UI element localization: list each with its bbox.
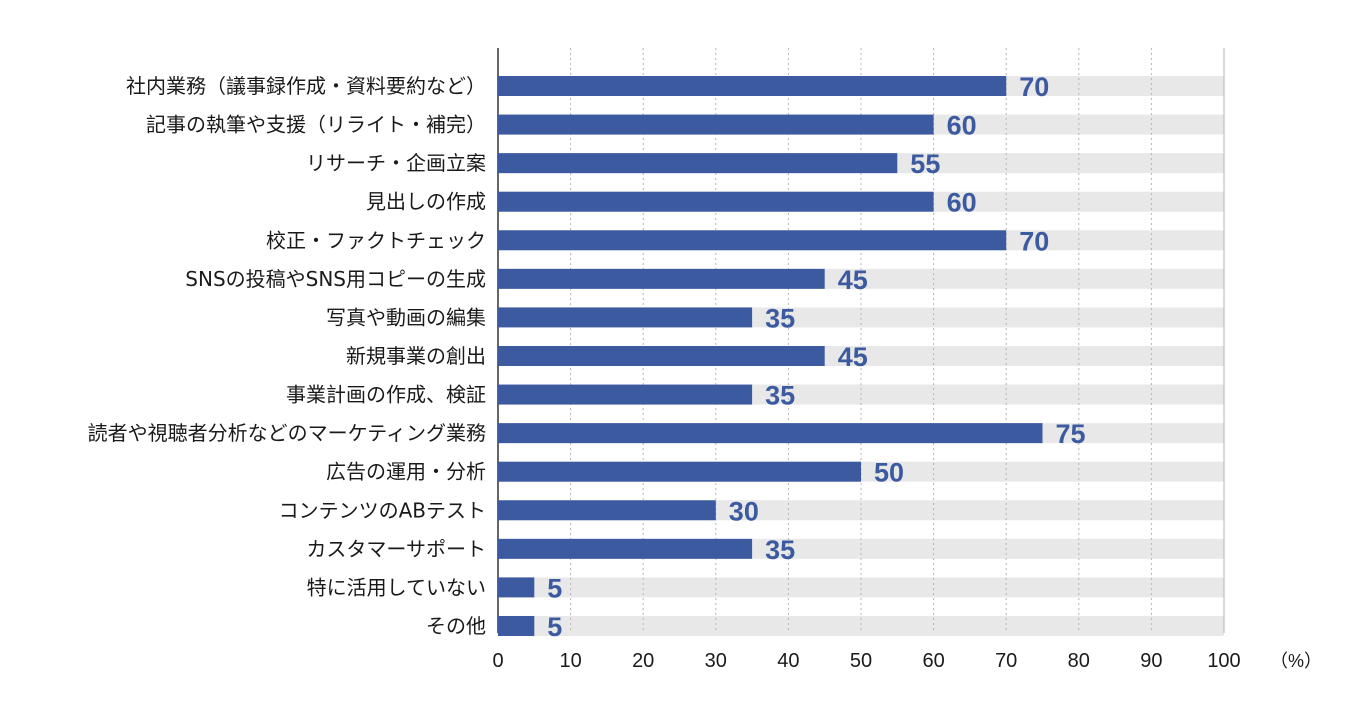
category-label: 社内業務（議事録作成・資料要約など） [126,74,486,98]
x-tick-label: 100 [1207,650,1240,672]
bar [498,577,535,598]
category-label: 校正・ファクトチェック [266,228,486,252]
bar [498,230,1007,251]
bar [498,500,716,521]
x-tick-labels: 0 10 20 30 40 50 60 70 80 90 100 [492,650,1240,672]
data-label: 5 [547,573,562,603]
bar [498,384,753,405]
x-tick-label: 20 [632,650,654,672]
x-tick-label: 90 [1140,650,1162,672]
data-label: 45 [838,265,868,295]
track-bar [498,577,1224,598]
data-label: 55 [910,149,940,179]
category-labels: 社内業務（議事録作成・資料要約など） 記事の執筆や支援（リライト・補完） リサーチ・… [88,74,486,638]
bar [498,191,934,212]
data-label: 35 [765,303,795,333]
gridlines [497,48,1225,633]
x-tick-label: 80 [1068,650,1090,672]
bar [498,153,898,174]
x-tick-label: 70 [995,650,1017,672]
category-label: 記事の執筆や支援（リライト・補完） [146,113,486,137]
category-label: 読者や視聴者分析などのマーケティング業務 [88,421,486,445]
bar-group [498,76,1043,636]
category-label: 新規事業の創出 [346,344,486,368]
category-label: 特に活用していない [307,575,486,599]
bar [498,538,753,559]
data-label: 35 [765,535,795,565]
x-unit-label: （%） [1270,651,1322,671]
x-tick-label: 60 [922,650,944,672]
category-label: コンテンツのABテスト [279,498,486,522]
x-tick-label: 50 [850,650,872,672]
category-label: SNSの投稿やSNS用コピーの生成 [185,267,486,291]
data-label: 60 [947,111,977,141]
data-label: 75 [1056,419,1086,449]
category-label: 広告の運用・分析 [326,460,486,484]
bar [498,345,825,366]
category-label: その他 [426,614,486,638]
data-label: 30 [729,496,759,526]
data-label: 35 [765,381,795,411]
x-tick-label: 30 [705,650,727,672]
category-label: 見出しの作成 [366,190,486,214]
track-bar [498,615,1224,636]
category-label: カスタマーサポート [306,537,486,561]
data-label: 70 [1019,226,1049,256]
bar [498,423,1043,444]
bar [498,114,934,135]
x-tick-label: 0 [492,650,503,672]
bar [498,615,535,636]
x-tick-label: 10 [559,650,581,672]
data-label: 70 [1019,72,1049,102]
data-label: 60 [947,188,977,218]
bar [498,268,825,289]
data-label: 50 [874,458,904,488]
category-label: 写真や動画の編集 [326,305,486,329]
bar [498,307,753,328]
x-tick-label: 40 [777,650,799,672]
category-label: 事業計画の作成、検証 [286,383,486,407]
category-label: リサーチ・企画立案 [306,151,486,175]
data-label: 45 [838,342,868,372]
data-label: 5 [547,612,562,642]
bar [498,76,1007,96]
bar [498,461,861,482]
